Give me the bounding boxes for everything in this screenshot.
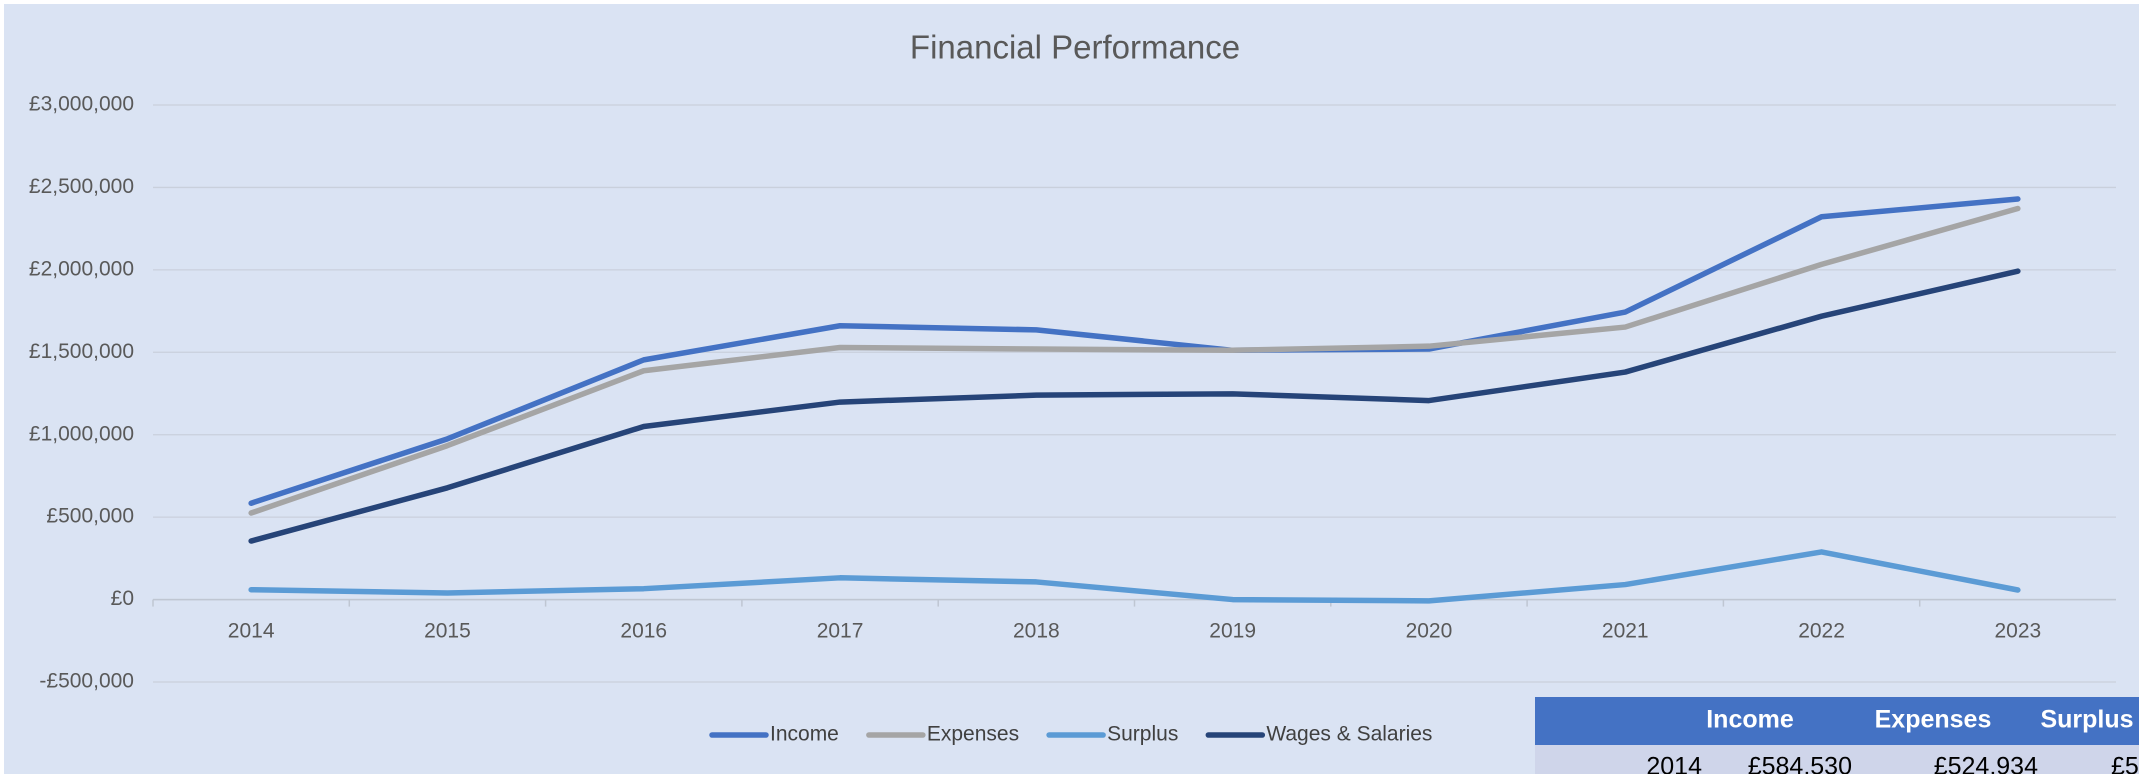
- table-cell: £584,530: [1748, 753, 1852, 774]
- line-series: [248, 549, 2021, 604]
- line-series: [248, 205, 2021, 516]
- plot: [248, 196, 2021, 604]
- y-tick-label: £3,000,000: [29, 93, 134, 116]
- chart-background: [4, 4, 2139, 774]
- x-tick-label: 2022: [1798, 620, 1845, 643]
- x-tick-label: 2016: [620, 620, 667, 643]
- legend-label: Expenses: [927, 723, 1019, 746]
- y-tick-label: £2,500,000: [29, 175, 134, 198]
- x-tick-label: 2018: [1013, 620, 1060, 643]
- y-tick-label: £1,500,000: [29, 340, 134, 363]
- y-tick-label: £0: [111, 587, 134, 610]
- grid: -£500,000 £0 £500,000 £1,000,000 £1,500,000 £…: [29, 93, 2116, 693]
- y-tick-label: £2,000,000: [29, 257, 134, 280]
- table-header: Income: [1706, 706, 1794, 734]
- x-tick-label: 2017: [817, 620, 864, 643]
- line-series: [248, 268, 2021, 544]
- x-tick-label: 2020: [1406, 620, 1453, 643]
- y-tick-label: -£500,000: [39, 670, 134, 693]
- y-tick-label: £500,000: [46, 505, 134, 528]
- x-tick-label: 2019: [1209, 620, 1256, 643]
- table-row-bg: [1535, 745, 2139, 774]
- table-header-bg: [1535, 697, 2139, 745]
- table-cell: 2014: [1646, 753, 1702, 774]
- legend-label: Income: [770, 723, 839, 746]
- legend-label: Wages & Salaries: [1266, 723, 1432, 746]
- legend: Income Expenses Surplus Wages & Salaries: [709, 723, 1432, 746]
- table: Income Expenses Surplus 2014 £584,530 £524,93…: [1535, 697, 2139, 774]
- x-tick-label: 2021: [1602, 620, 1649, 643]
- table-header: Surplus: [2040, 706, 2133, 734]
- chart-title: Financial Performance: [910, 29, 1240, 66]
- table-cell: £524,934: [1934, 753, 2038, 774]
- x-tick-label: 2023: [1994, 620, 2041, 643]
- table-header: Expenses: [1875, 706, 1992, 734]
- x-tick-label: 2015: [424, 620, 471, 643]
- line-series: [248, 196, 2021, 506]
- y-tick-label: £1,000,000: [29, 422, 134, 445]
- table-cell: £59,596: [2111, 753, 2139, 774]
- x-tick-label: 2014: [228, 620, 275, 643]
- legend-label: Surplus: [1107, 723, 1178, 746]
